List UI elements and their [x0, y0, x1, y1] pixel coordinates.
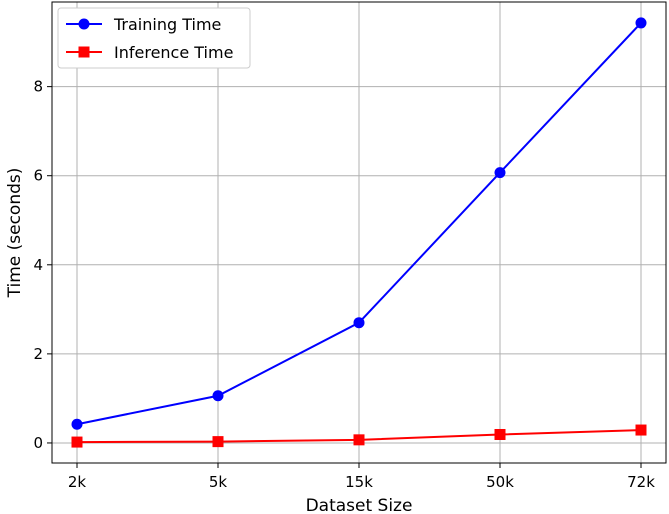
y-tick-label: 0	[33, 434, 43, 452]
x-tick-label: 72k	[627, 473, 655, 491]
data-point	[212, 436, 224, 448]
y-axis-label: Time (seconds)	[5, 168, 25, 299]
series-layer	[71, 17, 647, 448]
y-axis: 0 2 4 6 8	[33, 78, 52, 452]
legend-label: Inference Time	[114, 43, 233, 62]
y-tick-label: 4	[33, 256, 43, 274]
x-tick-label: 2k	[68, 473, 87, 491]
legend-label: Training Time	[113, 15, 221, 34]
y-tick-label: 2	[33, 345, 43, 363]
y-tick-label: 8	[33, 78, 43, 96]
data-point	[353, 434, 365, 446]
data-point	[635, 424, 647, 436]
legend-marker	[78, 18, 90, 30]
x-axis: 2k 5k 15k 50k 72k	[68, 463, 655, 491]
grid-lines	[52, 2, 666, 463]
x-tick-label: 15k	[345, 473, 373, 491]
data-point	[494, 428, 506, 440]
legend-marker	[78, 46, 90, 58]
data-point	[353, 317, 365, 329]
data-point	[71, 418, 83, 430]
data-point	[635, 17, 647, 29]
data-point	[71, 436, 83, 448]
data-point	[212, 390, 224, 402]
x-tick-label: 50k	[486, 473, 514, 491]
x-axis-label: Dataset Size	[306, 496, 413, 514]
legend: Training Time Inference Time	[57, 7, 251, 69]
data-point	[494, 167, 506, 179]
x-tick-label: 5k	[209, 473, 228, 491]
legend-box	[57, 7, 251, 69]
y-tick-label: 6	[33, 167, 43, 185]
